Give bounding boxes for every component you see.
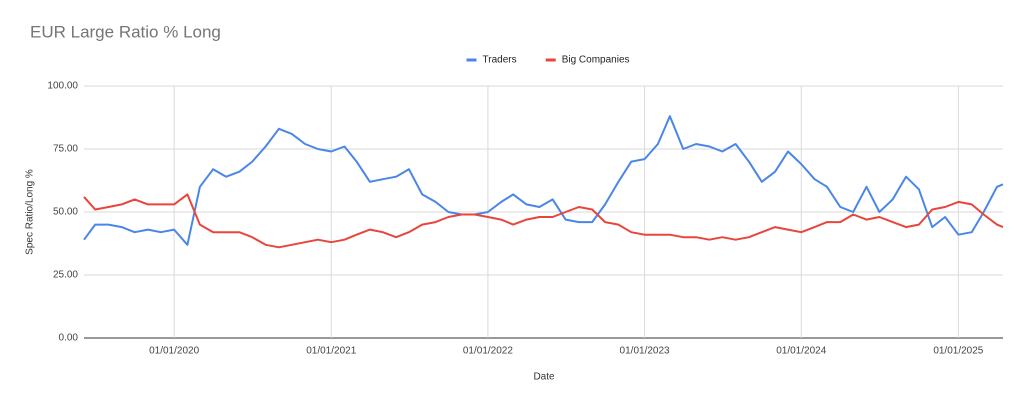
series-line: [83, 115, 1004, 246]
y-tick-label: 100.00: [47, 81, 78, 92]
x-tick-label: 01/01/2025: [933, 346, 983, 357]
chart-title: EUR Large Ratio % Long: [30, 22, 221, 41]
y-tick-label: 25.00: [53, 270, 78, 281]
legend-label: Big Companies: [562, 55, 630, 66]
legend-label: Traders: [483, 55, 517, 66]
x-tick-label: 01/01/2024: [776, 346, 826, 357]
y-tick-label: 75.00: [53, 144, 78, 155]
y-tick-label: 50.00: [53, 207, 78, 218]
series-line: [83, 193, 1004, 249]
x-axis-label: Date: [533, 372, 555, 383]
y-tick-label: 0.00: [59, 333, 79, 344]
x-tick-label: 01/01/2023: [620, 346, 670, 357]
y-axis-label: Spec Ratio/Long %: [25, 169, 36, 255]
x-tick-label: 01/01/2022: [463, 346, 513, 357]
x-tick-label: 01/01/2020: [149, 346, 199, 357]
x-tick-label: 01/01/2021: [306, 346, 356, 357]
